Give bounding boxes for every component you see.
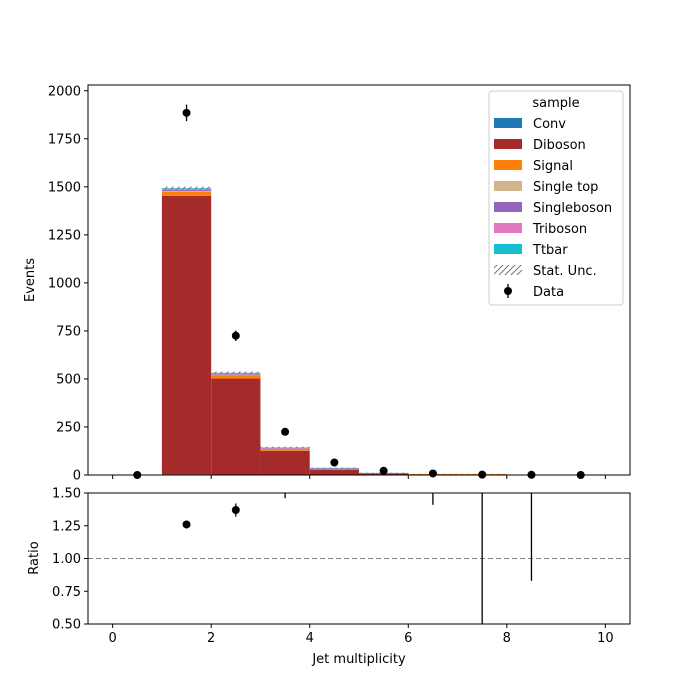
ratio-y-axis-label: Ratio	[27, 541, 42, 574]
y-tick-label: 2000	[48, 84, 81, 99]
legend-label: Diboson	[533, 138, 586, 153]
bar-single-top	[211, 374, 261, 376]
ratio-point	[231, 506, 240, 515]
legend-swatch-stat-unc	[494, 265, 522, 275]
y-tick-label: 500	[56, 372, 81, 387]
legend-label: Signal	[533, 159, 573, 174]
data-point	[379, 466, 388, 475]
x-tick-label: 4	[306, 631, 314, 646]
legend-label: Triboson	[532, 222, 587, 237]
x-tick-label: 2	[207, 631, 215, 646]
ratio-y-tick-label: 0.50	[52, 618, 81, 633]
ratio-y-tick-label: 0.75	[52, 585, 81, 600]
stat-unc-bin	[161, 186, 212, 190]
main-y-axis-label: Events	[23, 258, 38, 302]
data-point	[428, 469, 437, 478]
legend-label: Singleboson	[533, 201, 612, 216]
legend-items: Conv Diboson Signal Single top Singleboson Tr…	[494, 117, 612, 300]
legend-frame	[488, 90, 624, 306]
bar-triboson	[309, 468, 359, 470]
legend-swatch-triboson	[494, 223, 522, 233]
bar-singleboson	[211, 374, 261, 375]
bar-singleboson	[260, 448, 310, 450]
legend-swatch-conv	[494, 118, 522, 128]
ratio-panel: 0.50 0.75 1.00 1.25 1.50 0 2 4 6 8 10 Ratio Jet m…	[27, 487, 631, 667]
y-tick-label: 1250	[48, 228, 81, 243]
bar-signal	[211, 375, 261, 379]
data-point	[281, 427, 290, 436]
ratio-y-tick-label: 1.00	[52, 552, 81, 567]
y-tick-label: 0	[73, 469, 81, 484]
legend-swatch-diboson	[494, 139, 522, 149]
main-frame	[87, 84, 631, 476]
legend-title: sample	[532, 96, 579, 111]
legend-label: Conv	[533, 117, 566, 132]
data-point	[182, 108, 191, 117]
ratio-y-tick-label: 1.25	[52, 519, 81, 534]
x-tick-label: 6	[404, 631, 412, 646]
stat-unc-bin	[211, 371, 261, 374]
bar-signal	[161, 192, 212, 196]
bar-diboson	[211, 378, 261, 475]
bar-triboson	[260, 448, 310, 449]
ratio-x-ticks: 0 2 4 6 8 10	[108, 624, 614, 646]
bar-single-top	[161, 191, 212, 193]
legend-swatch-signal	[494, 160, 522, 170]
stat-unc-bin	[260, 446, 310, 449]
main-stacks	[161, 188, 507, 476]
legend-swatch-ttbar	[494, 244, 522, 254]
bar-singleboson	[161, 190, 212, 192]
y-tick-label: 1000	[48, 276, 81, 291]
legend-data-marker	[504, 287, 512, 295]
stat-unc-bin	[309, 467, 359, 469]
ratio-data-points	[182, 493, 533, 624]
bar-diboson	[161, 195, 212, 475]
x-tick-label: 10	[597, 631, 614, 646]
bar-diboson	[309, 469, 359, 475]
ratio-y-tick-label: 1.50	[52, 487, 81, 502]
legend-swatch-singleboson	[494, 202, 522, 212]
legend: sample Conv Diboson Signal Single top Single…	[488, 90, 624, 306]
main-y-ticks: 0 250 500 750 1000 1250 1500 1750 2000	[48, 84, 88, 484]
legend-label: Single top	[533, 180, 598, 195]
legend-label: Data	[533, 285, 564, 300]
bar-signal	[260, 449, 310, 451]
ratio-point	[182, 520, 191, 529]
ratio-frame	[87, 492, 631, 625]
y-tick-label: 750	[56, 324, 81, 339]
x-tick-label: 8	[503, 631, 511, 646]
x-tick-label: 0	[108, 631, 116, 646]
ratio-y-ticks: 0.50 0.75 1.00 1.25 1.50	[52, 487, 88, 633]
data-point	[231, 331, 240, 340]
legend-swatch-single-top	[494, 181, 522, 191]
y-tick-label: 1750	[48, 132, 81, 147]
data-point	[330, 458, 339, 467]
legend-label: Stat. Unc.	[533, 264, 597, 279]
bar-diboson	[260, 450, 310, 475]
legend-label: Ttbar	[532, 243, 568, 258]
y-tick-label: 250	[56, 420, 81, 435]
y-tick-label: 1500	[48, 180, 81, 195]
x-axis-label: Jet multiplicity	[311, 652, 406, 667]
main-x-ticks	[112, 475, 606, 479]
